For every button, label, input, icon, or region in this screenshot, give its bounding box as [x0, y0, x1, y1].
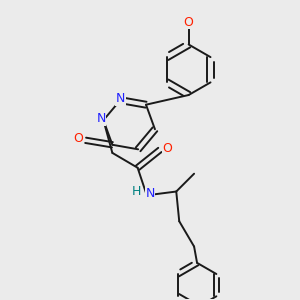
Text: O: O	[162, 142, 172, 155]
Text: N: N	[96, 112, 106, 125]
Text: H: H	[131, 185, 141, 198]
Text: N: N	[146, 187, 155, 200]
Text: N: N	[116, 92, 125, 105]
Text: O: O	[184, 16, 194, 29]
Text: O: O	[73, 132, 83, 145]
